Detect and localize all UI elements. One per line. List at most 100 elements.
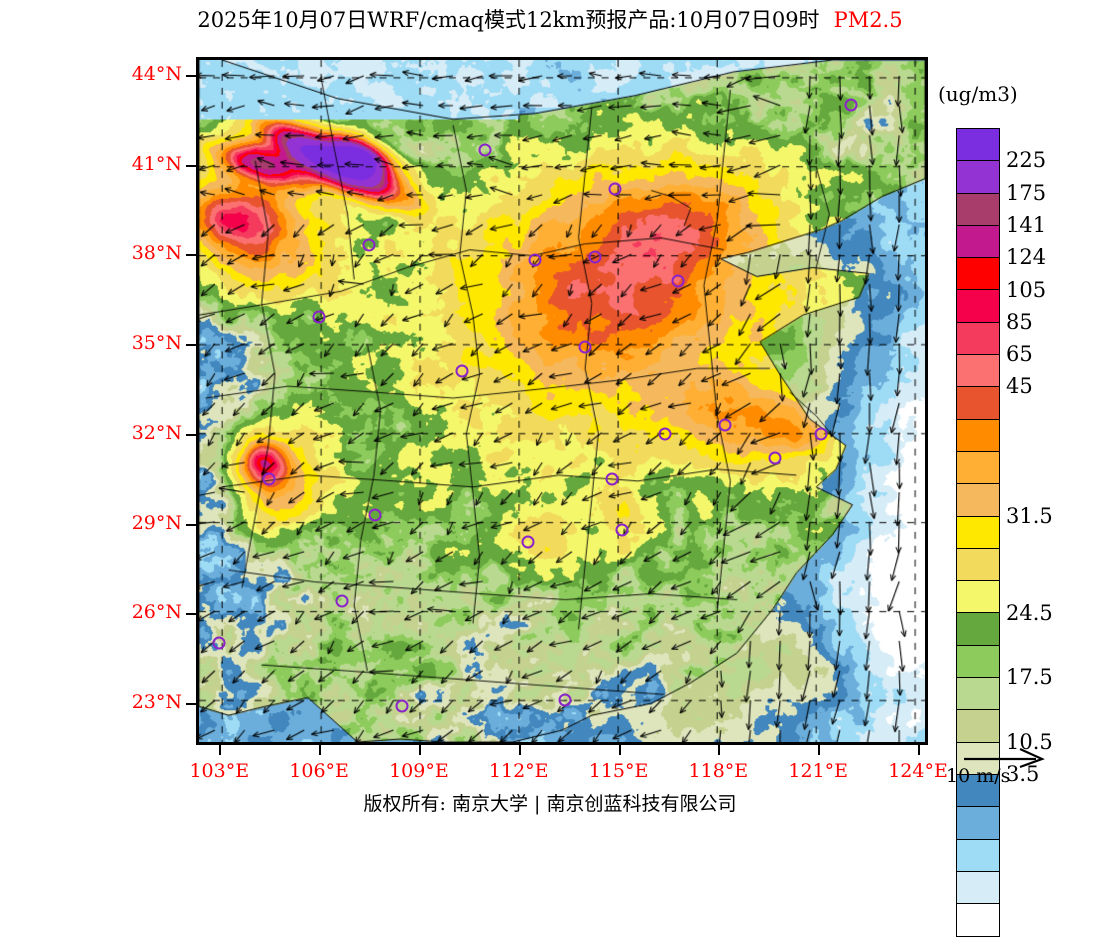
lon-tick-label: 109°E [389, 760, 449, 782]
city-marker[interactable] [362, 238, 376, 252]
lat-tick-mark [186, 254, 196, 257]
colorbar-band [957, 161, 999, 194]
lat-tick-label: 32°N [131, 421, 182, 444]
lat-tick-mark [186, 703, 196, 706]
colorbar-band [957, 710, 999, 743]
map-plot-area [196, 57, 928, 745]
lon-tick-label: 115°E [588, 760, 649, 782]
city-marker[interactable] [312, 310, 326, 324]
lon-tick-label: 106°E [289, 760, 349, 782]
colorbar-unit-label: (ug/m3) [938, 82, 1018, 106]
colorbar-band [957, 355, 999, 388]
city-marker[interactable] [844, 98, 858, 112]
lat-tick-label: 29°N [131, 511, 182, 534]
colorbar-band [957, 871, 999, 905]
colorbar-band [957, 129, 999, 162]
lon-tick-mark [618, 745, 621, 755]
colorbar-band [957, 322, 999, 356]
colorbar-tick-label: 45 [1006, 374, 1033, 399]
colorbar-tick-label: 17.5 [1006, 665, 1053, 690]
colorbar-band [957, 807, 999, 840]
colorbar-tick-label: 225 [1006, 148, 1047, 173]
city-marker[interactable] [814, 427, 828, 441]
city-marker[interactable] [615, 523, 629, 537]
wind-scale-label: 10 m/s [946, 765, 1011, 787]
colorbar-band [957, 645, 999, 679]
city-marker[interactable] [528, 253, 542, 267]
city-marker[interactable] [478, 143, 492, 157]
colorbar-band [957, 225, 999, 259]
colorbar-band [957, 548, 999, 582]
lon-tick-label: 103°E [189, 760, 250, 782]
lat-tick-mark [186, 74, 196, 77]
colorbar-band [957, 678, 999, 711]
city-marker[interactable] [718, 418, 732, 432]
colorbar-band [957, 484, 999, 517]
colorbar-band [957, 419, 999, 452]
colorbar-band [957, 290, 999, 323]
colorbar-tick-label: 175 [1006, 180, 1047, 205]
colorbar-band [957, 451, 999, 485]
city-marker[interactable] [558, 693, 572, 707]
lon-tick-mark [818, 745, 821, 755]
city-marker[interactable] [335, 594, 349, 608]
lat-tick-label: 41°N [131, 152, 182, 175]
colorbar-tick-label: 31.5 [1006, 503, 1053, 528]
lat-tick-mark [186, 433, 196, 436]
colorbar-band [957, 904, 999, 937]
colorbar-tick-label: 141 [1006, 212, 1047, 237]
lat-tick-label: 26°N [131, 601, 182, 624]
wind-vector-field [199, 60, 925, 742]
colorbar-tick-label: 24.5 [1006, 600, 1053, 625]
colorbar-band [957, 581, 999, 614]
wind-scale-arrow-icon [962, 748, 1082, 794]
title-species-text: PM2.5 [833, 8, 903, 32]
colorbar-band [957, 613, 999, 646]
city-marker[interactable] [212, 636, 226, 650]
city-marker[interactable] [395, 699, 409, 713]
lon-tick-mark [718, 745, 721, 755]
lat-tick-label: 35°N [131, 332, 182, 355]
city-marker[interactable] [262, 472, 276, 486]
city-marker[interactable] [768, 451, 782, 465]
lon-tick-mark [219, 745, 222, 755]
colorbar-band [957, 193, 999, 226]
colorbar-band [957, 516, 999, 549]
city-marker[interactable] [521, 535, 535, 549]
city-marker[interactable] [455, 364, 469, 378]
lon-tick-mark [518, 745, 521, 755]
colorbar-tick-label: 85 [1006, 309, 1033, 334]
city-marker[interactable] [608, 182, 622, 196]
lon-tick-mark [918, 745, 921, 755]
colorbar-band [957, 839, 999, 872]
colorbar-band [957, 258, 999, 291]
lon-tick-label: 124°E [888, 760, 948, 782]
lat-tick-mark [186, 523, 196, 526]
lon-tick-label: 121°E [788, 760, 848, 782]
colorbar-band [957, 774, 999, 808]
colorbar-tick-label: 65 [1006, 342, 1033, 367]
colorbar-tick-label: 124 [1006, 245, 1047, 270]
lat-tick-label: 38°N [131, 242, 182, 265]
lon-tick-label: 118°E [688, 760, 749, 782]
lat-tick-label: 44°N [131, 62, 182, 85]
lat-tick-label: 23°N [131, 691, 182, 714]
lon-tick-mark [319, 745, 322, 755]
city-marker[interactable] [658, 427, 672, 441]
colorbar-band [957, 387, 999, 420]
copyright-footer: 版权所有: 南京大学 | 南京创蓝科技有限公司 [363, 793, 737, 815]
city-marker[interactable] [671, 274, 685, 288]
city-marker[interactable] [605, 472, 619, 486]
city-marker-layer [199, 60, 925, 742]
lat-tick-mark [186, 613, 196, 616]
colorbar-tick-label: 105 [1006, 277, 1047, 302]
lat-tick-mark [186, 344, 196, 347]
city-marker[interactable] [368, 508, 382, 522]
lon-tick-mark [418, 745, 421, 755]
lon-tick-label: 112°E [488, 760, 549, 782]
chart-title: 2025年10月07日WRF/cmaq模式12km预报产品:10月07日09时 P… [0, 4, 1100, 38]
lat-tick-mark [186, 164, 196, 167]
city-marker[interactable] [578, 340, 592, 354]
title-main-text: 2025年10月07日WRF/cmaq模式12km预报产品:10月07日09时 [197, 8, 820, 32]
city-marker[interactable] [588, 250, 602, 264]
